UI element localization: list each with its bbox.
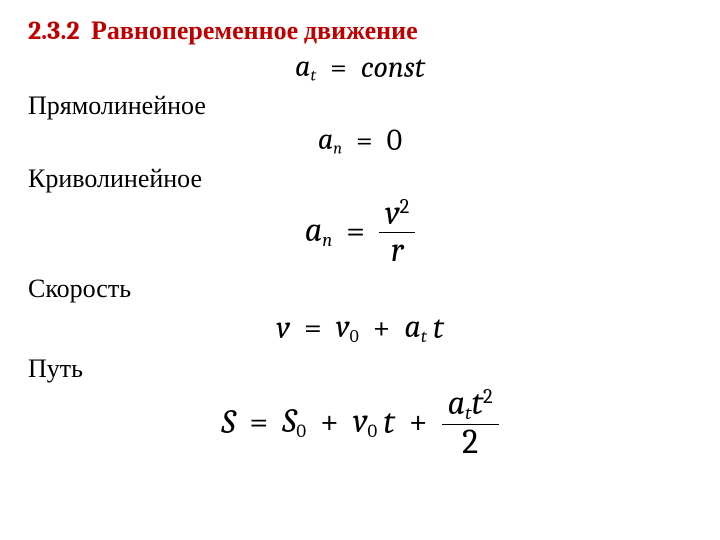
op-eq: = xyxy=(241,405,276,441)
sym-v: v xyxy=(276,311,290,345)
sym-a: a xyxy=(295,49,310,84)
equation-an-zero: an = 0 xyxy=(28,123,692,158)
sym-t: t xyxy=(383,405,395,441)
sym-a: a xyxy=(404,308,420,345)
sym-a: a xyxy=(305,210,323,250)
sym-t: t xyxy=(471,383,483,423)
section-heading: 2.3.2 Равнопеременное движение xyxy=(28,16,692,46)
op-plus: + xyxy=(365,311,399,345)
section-number: 2.3.2 xyxy=(28,16,80,46)
sym-v: v xyxy=(353,401,368,441)
sym-v: v xyxy=(385,193,400,233)
sym-t: t xyxy=(433,311,444,345)
equation-velocity: v = v0 + att xyxy=(28,308,692,346)
label-path: Путь xyxy=(28,354,692,384)
op-eq: = xyxy=(348,125,381,157)
equation-path: S = S0 + v0t + att2 2 xyxy=(28,386,692,461)
sub-t: t xyxy=(311,67,317,86)
fraction-att2-over-2: att2 2 xyxy=(442,386,499,461)
section-title: Равнопеременное движение xyxy=(91,16,418,46)
equation-at-const: at = const xyxy=(28,50,692,85)
sym-v: v xyxy=(336,308,350,345)
sub-0: 0 xyxy=(296,421,306,443)
sym-r: r xyxy=(391,230,404,270)
op-eq: = xyxy=(338,214,373,250)
sub-0: 0 xyxy=(350,327,359,347)
slide-page: 2.3.2 Равнопеременное движение at = cons… xyxy=(0,0,720,461)
text-const: const xyxy=(361,52,425,84)
sub-n: n xyxy=(322,229,332,251)
num-two: 2 xyxy=(462,422,478,462)
sym-a: a xyxy=(318,122,333,157)
sup-2: 2 xyxy=(400,196,410,219)
sym-a: a xyxy=(448,383,466,423)
fraction-v2-over-r: v2 r xyxy=(379,196,415,268)
num-zero: 0 xyxy=(387,125,403,157)
label-curvilinear: Криволинейное xyxy=(28,164,692,194)
sup-2: 2 xyxy=(483,386,493,409)
label-rectilinear: Прямолинейное xyxy=(28,91,692,121)
sub-t: t xyxy=(421,327,427,347)
op-plus: + xyxy=(401,405,436,441)
op-eq: = xyxy=(296,311,330,345)
sym-S: S xyxy=(221,405,235,441)
op-plus: + xyxy=(312,405,347,441)
op-eq: = xyxy=(322,52,355,84)
label-speed: Скорость xyxy=(28,274,692,304)
sub-0: 0 xyxy=(368,421,378,443)
equation-an-v2r: an = v2 r xyxy=(28,196,692,268)
sym-S: S xyxy=(282,401,296,441)
sub-n: n xyxy=(333,140,342,159)
